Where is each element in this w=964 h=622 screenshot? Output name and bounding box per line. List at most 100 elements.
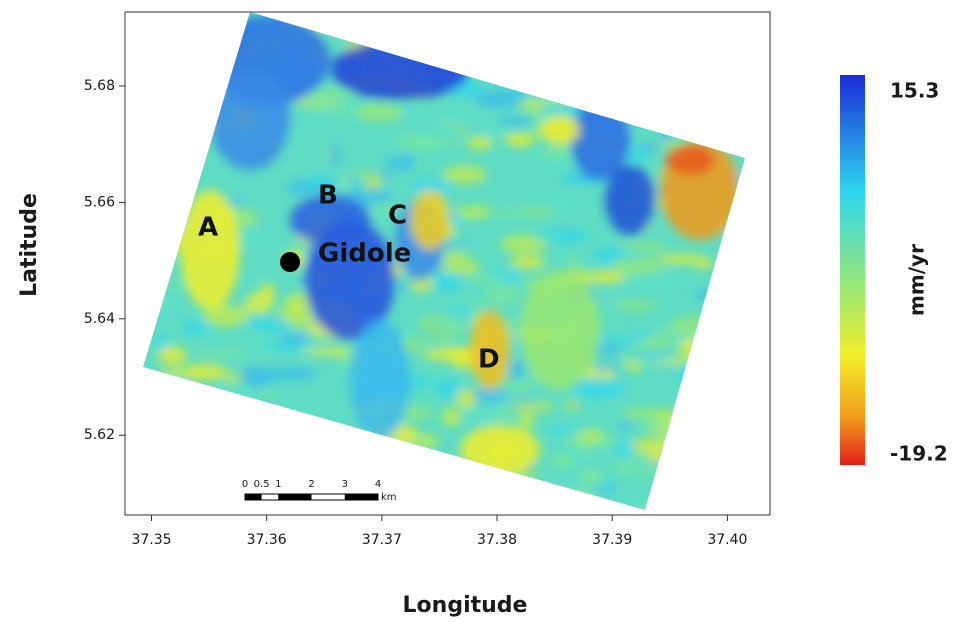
texture-patch <box>290 195 370 245</box>
scale-bar-unit: km <box>381 492 397 503</box>
site-label: D <box>478 345 500 375</box>
texture-blob <box>434 318 468 328</box>
texture-blob <box>631 332 653 342</box>
texture-blob <box>474 89 526 108</box>
texture-blob <box>375 151 407 160</box>
texture-blob <box>565 401 578 410</box>
texture-patch <box>665 145 715 175</box>
texture-blob <box>282 404 336 412</box>
texture-blob <box>481 122 511 139</box>
y-tick-label: 5.64 <box>84 311 115 327</box>
texture-blob <box>441 406 462 428</box>
site-label: B <box>318 181 338 211</box>
texture-blob <box>202 305 251 327</box>
texture-blob <box>618 243 669 252</box>
x-tick-label: 37.39 <box>592 532 632 548</box>
texture-blob <box>305 87 355 105</box>
overlay: A B C D Gidole 0 0.5 1 2 3 4km <box>198 181 500 504</box>
texture-blob <box>616 439 634 459</box>
x-tick-label: 37.35 <box>131 532 171 548</box>
texture-patch <box>520 270 600 390</box>
texture-blob <box>515 208 556 216</box>
scale-bar-segment <box>344 494 378 500</box>
scale-bar-label: 0 <box>242 479 248 490</box>
x-tick-label: 37.38 <box>477 532 517 548</box>
texture-blob <box>494 209 527 216</box>
texture-blob <box>601 482 617 492</box>
texture-blob <box>194 350 246 358</box>
texture-blob <box>484 284 520 305</box>
texture-patch <box>460 425 540 475</box>
velocity-raster <box>143 12 745 510</box>
texture-blob <box>456 388 477 408</box>
texture-blob <box>409 179 454 194</box>
texture-blob <box>658 254 707 265</box>
y-tick-label: 5.62 <box>84 427 115 443</box>
scale-bar-label: 1 <box>275 479 281 490</box>
texture-blob <box>507 136 532 147</box>
texture-blob <box>238 366 274 389</box>
texture-blob <box>329 145 342 165</box>
texture-blob <box>544 427 587 434</box>
texture-blob <box>302 347 349 355</box>
texture-blob <box>625 271 680 293</box>
texture-blob <box>466 137 493 150</box>
texture-patch <box>570 100 630 180</box>
texture-blob <box>612 301 658 310</box>
texture-blob <box>514 378 528 398</box>
texture-blob <box>435 107 479 124</box>
colorbar-min: -19.2 <box>890 442 948 466</box>
site-label: C <box>388 201 407 231</box>
texture-blob <box>550 456 576 468</box>
colorbar-max: 15.3 <box>890 79 939 103</box>
texture-blob <box>639 143 666 152</box>
texture-blob <box>624 354 675 362</box>
scale-bar-label: 4 <box>375 479 381 490</box>
scale-bar-segment <box>278 494 312 500</box>
texture-blob <box>611 257 663 275</box>
texture-blob <box>356 103 404 122</box>
texture-blob <box>535 229 589 244</box>
texture-blob <box>547 193 587 215</box>
texture-blob <box>454 205 493 219</box>
texture-blob <box>568 255 583 263</box>
texture-blob <box>278 333 313 344</box>
texture-patch <box>305 220 395 340</box>
texture-blob <box>254 318 292 332</box>
texture-blob <box>153 335 169 349</box>
texture-blob <box>345 174 367 191</box>
texture-patch <box>470 310 510 390</box>
y-tick-label: 5.68 <box>84 78 115 94</box>
y-tick-label: 5.66 <box>84 194 115 210</box>
texture-blob <box>491 412 513 421</box>
texture-blob <box>621 408 669 421</box>
colorbar <box>840 75 865 465</box>
texture-blob <box>397 134 447 149</box>
texture-blob <box>319 105 358 122</box>
texture-blob <box>157 346 188 365</box>
texture-blob <box>447 265 472 272</box>
texture-patch <box>410 190 450 250</box>
x-tick-label: 37.40 <box>707 532 747 548</box>
texture-blob <box>368 202 400 212</box>
texture-blob <box>606 292 624 304</box>
texture-blob <box>266 367 317 381</box>
texture-blob <box>550 156 581 173</box>
texture-blob <box>632 456 646 475</box>
texture-blob <box>569 377 625 398</box>
town-label: Gidole <box>318 239 411 269</box>
scale-bar-label: 2 <box>308 479 314 490</box>
texture-blob <box>184 363 227 381</box>
texture-blob <box>507 401 555 412</box>
texture-blob <box>303 177 339 188</box>
site-label: A <box>198 213 218 243</box>
texture-blob <box>250 341 303 351</box>
texture-patch <box>540 115 580 145</box>
texture-blob <box>256 389 273 398</box>
texture-blob <box>509 255 546 269</box>
texture-blob <box>180 320 211 334</box>
texture-blob <box>407 333 458 345</box>
scale-bar-label: 0.5 <box>254 479 270 490</box>
scale-bar-label: 3 <box>342 479 348 490</box>
